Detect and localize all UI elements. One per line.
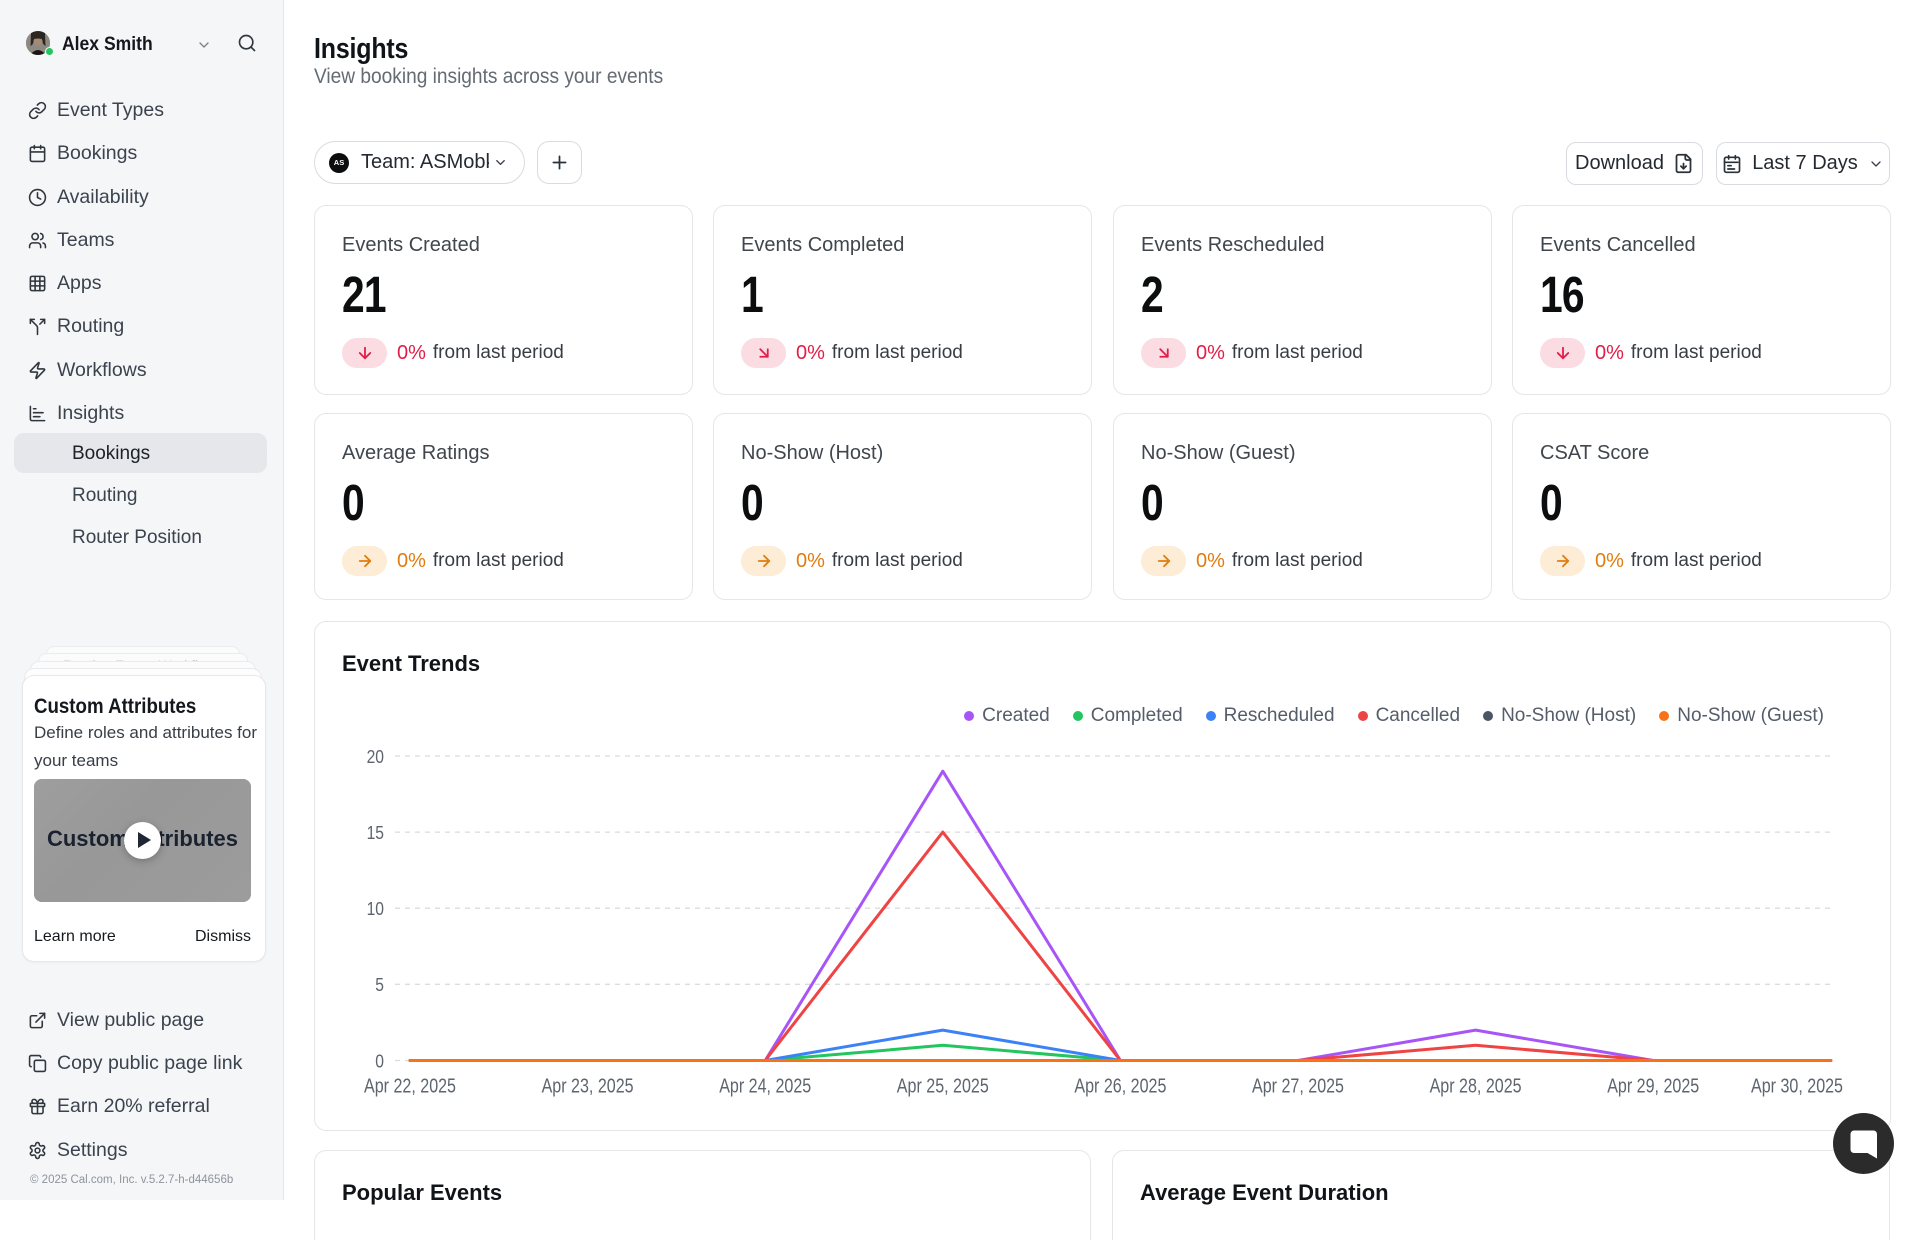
svg-text:Apr 27, 2025: Apr 27, 2025 (1252, 1075, 1344, 1098)
svg-text:5: 5 (375, 974, 384, 995)
svg-text:20: 20 (367, 746, 384, 767)
svg-text:Apr 30, 2025: Apr 30, 2025 (1751, 1075, 1843, 1098)
svg-text:10: 10 (367, 898, 384, 919)
svg-text:Apr 22, 2025: Apr 22, 2025 (364, 1075, 456, 1098)
svg-text:Apr 29, 2025: Apr 29, 2025 (1607, 1075, 1699, 1098)
svg-text:Apr 26, 2025: Apr 26, 2025 (1074, 1075, 1166, 1098)
svg-text:15: 15 (367, 822, 384, 843)
svg-text:0: 0 (375, 1050, 384, 1071)
svg-text:Apr 25, 2025: Apr 25, 2025 (897, 1075, 989, 1098)
svg-text:Apr 23, 2025: Apr 23, 2025 (542, 1075, 634, 1098)
svg-text:Apr 24, 2025: Apr 24, 2025 (719, 1075, 811, 1098)
svg-text:Apr 28, 2025: Apr 28, 2025 (1430, 1075, 1522, 1098)
